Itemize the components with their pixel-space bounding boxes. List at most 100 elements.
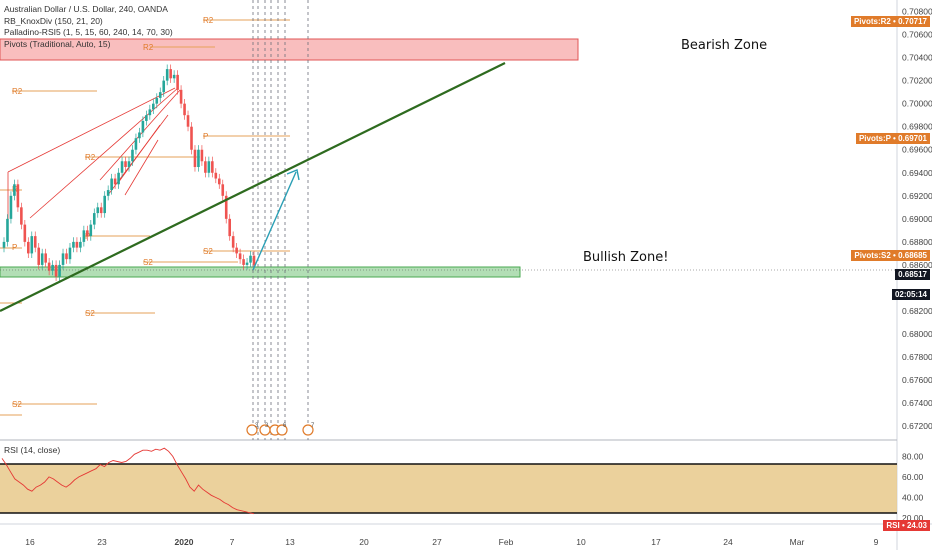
rsi-band <box>0 464 897 513</box>
candle-body <box>37 247 41 265</box>
candle-body <box>58 264 61 277</box>
time-tick-label: 24 <box>723 537 733 547</box>
candle-body <box>162 80 166 93</box>
price-tick-label: 0.67400 <box>902 398 932 408</box>
price-tick-label: 0.69400 <box>902 168 932 178</box>
candle-body <box>231 236 235 248</box>
candle-body <box>51 264 54 271</box>
time-tick-label: 27 <box>432 537 442 547</box>
candle-body <box>117 172 120 185</box>
time-tick-label: 7 <box>230 537 235 547</box>
rsi-axis-ticks: 80.00 60.00 40.00 20.00 <box>902 451 924 523</box>
candle-body <box>127 161 131 168</box>
price-tick-label: 0.68000 <box>902 329 932 339</box>
candle-body <box>165 69 169 81</box>
candle-body <box>27 241 30 254</box>
candle-body <box>65 253 68 260</box>
rsi-tick-label: 20.00 <box>902 513 924 523</box>
svg-text:6: 6 <box>283 423 287 429</box>
projection-arrow[interactable] <box>252 171 297 271</box>
candle-body <box>120 161 124 173</box>
time-tick-label: 13 <box>285 537 295 547</box>
bullish-zone-label[interactable]: Bullish Zone! <box>583 250 669 265</box>
candle-body <box>33 236 37 248</box>
time-tick-label: 20 <box>359 537 369 547</box>
price-badge: 0.68517 <box>895 268 930 280</box>
time-tick-label: 2020 <box>175 537 194 547</box>
projection-arrowhead <box>286 169 300 181</box>
pivot-label-p-right: P <box>203 132 208 141</box>
time-tick-label: 23 <box>97 537 107 547</box>
candle-body <box>82 230 86 242</box>
indicator-knoxdiv[interactable]: RB_KnoxDiv (150, 21, 20) <box>4 15 103 26</box>
price-tick-label: 0.69200 <box>902 191 932 201</box>
rsi-tick-label: 80.00 <box>902 451 924 461</box>
candle-body <box>134 138 138 150</box>
candle-body <box>172 74 176 79</box>
time-tick-label: 17 <box>651 537 661 547</box>
candle-body <box>207 161 211 173</box>
bullish-zone-rect[interactable] <box>0 266 521 278</box>
time-tick-label: 9 <box>874 537 879 547</box>
candle-body <box>54 264 58 277</box>
trendline[interactable] <box>0 62 506 312</box>
rsi-value-badge: RSI • 24.03 <box>883 520 930 531</box>
candle-body <box>96 207 100 214</box>
candle-body <box>152 103 155 110</box>
price-axis-ticks: 0.70800 0.70600 0.70400 0.70200 0.70000 0.698… <box>902 7 932 432</box>
pivot-label-r2-top: R2 <box>203 16 214 25</box>
candle-body <box>158 92 162 98</box>
candle-body <box>228 218 231 237</box>
price-badge: Pivots:R2 • 0.70717 <box>850 15 930 27</box>
pivot-label-p-left: P <box>12 243 17 252</box>
bearish-zone-rect[interactable] <box>0 38 579 61</box>
candle-body <box>249 255 252 263</box>
candle-body <box>211 161 214 173</box>
pivot-label-s2-left: S2 <box>12 400 22 409</box>
candle-body <box>252 255 256 265</box>
price-tick-label: 0.69000 <box>902 214 932 224</box>
symbol-title[interactable]: Australian Dollar / U.S. Dollar, 240, OA… <box>4 4 168 14</box>
candle-body <box>40 253 44 265</box>
candle-body <box>92 213 96 225</box>
price-badge: 02:05:14 <box>891 289 930 301</box>
candle-body <box>86 230 89 237</box>
bearish-zone-label[interactable]: Bearish Zone <box>681 38 768 53</box>
candle-body <box>183 103 186 116</box>
time-tick-label: Mar <box>790 537 805 547</box>
candle-body <box>79 241 82 248</box>
candle-body <box>148 109 152 116</box>
candle-body <box>235 247 238 254</box>
candle-body <box>6 218 9 242</box>
candle-body <box>30 236 34 254</box>
candle-body <box>221 184 225 196</box>
indicator-pivots[interactable]: Pivots (Traditional, Auto, 15) <box>4 38 111 49</box>
indicator-palladino-rsi[interactable]: Palladino-RSI5 (1, 5, 15, 60, 240, 14, 7… <box>4 27 173 37</box>
rsi-tick-label: 60.00 <box>902 472 924 482</box>
candle-body <box>179 89 183 104</box>
candles-group <box>2 64 256 282</box>
candle-body <box>141 120 145 133</box>
pivot-label-r2-zone: R2 <box>143 43 154 52</box>
candle-body <box>2 241 6 248</box>
candle-body <box>131 149 134 162</box>
candle-body <box>75 241 79 248</box>
candle-body <box>16 184 20 208</box>
pivot-lines <box>0 19 290 416</box>
candle-body <box>176 74 179 90</box>
candle-body <box>217 178 221 185</box>
pivot-label-s2-low: S2 <box>85 309 95 318</box>
candle-body <box>186 115 190 127</box>
candle-body <box>145 115 148 121</box>
candle-body <box>242 259 245 265</box>
candle-body <box>200 149 204 162</box>
candle-body <box>20 207 23 225</box>
svg-text:3: 3 <box>255 423 259 429</box>
rsi-title[interactable]: RSI (14, close) <box>4 445 61 455</box>
rsi-line <box>1 447 255 515</box>
candle-body <box>13 184 16 196</box>
event-markers[interactable]: 3 3 6 7 <box>246 423 315 436</box>
candle-body <box>204 161 207 173</box>
